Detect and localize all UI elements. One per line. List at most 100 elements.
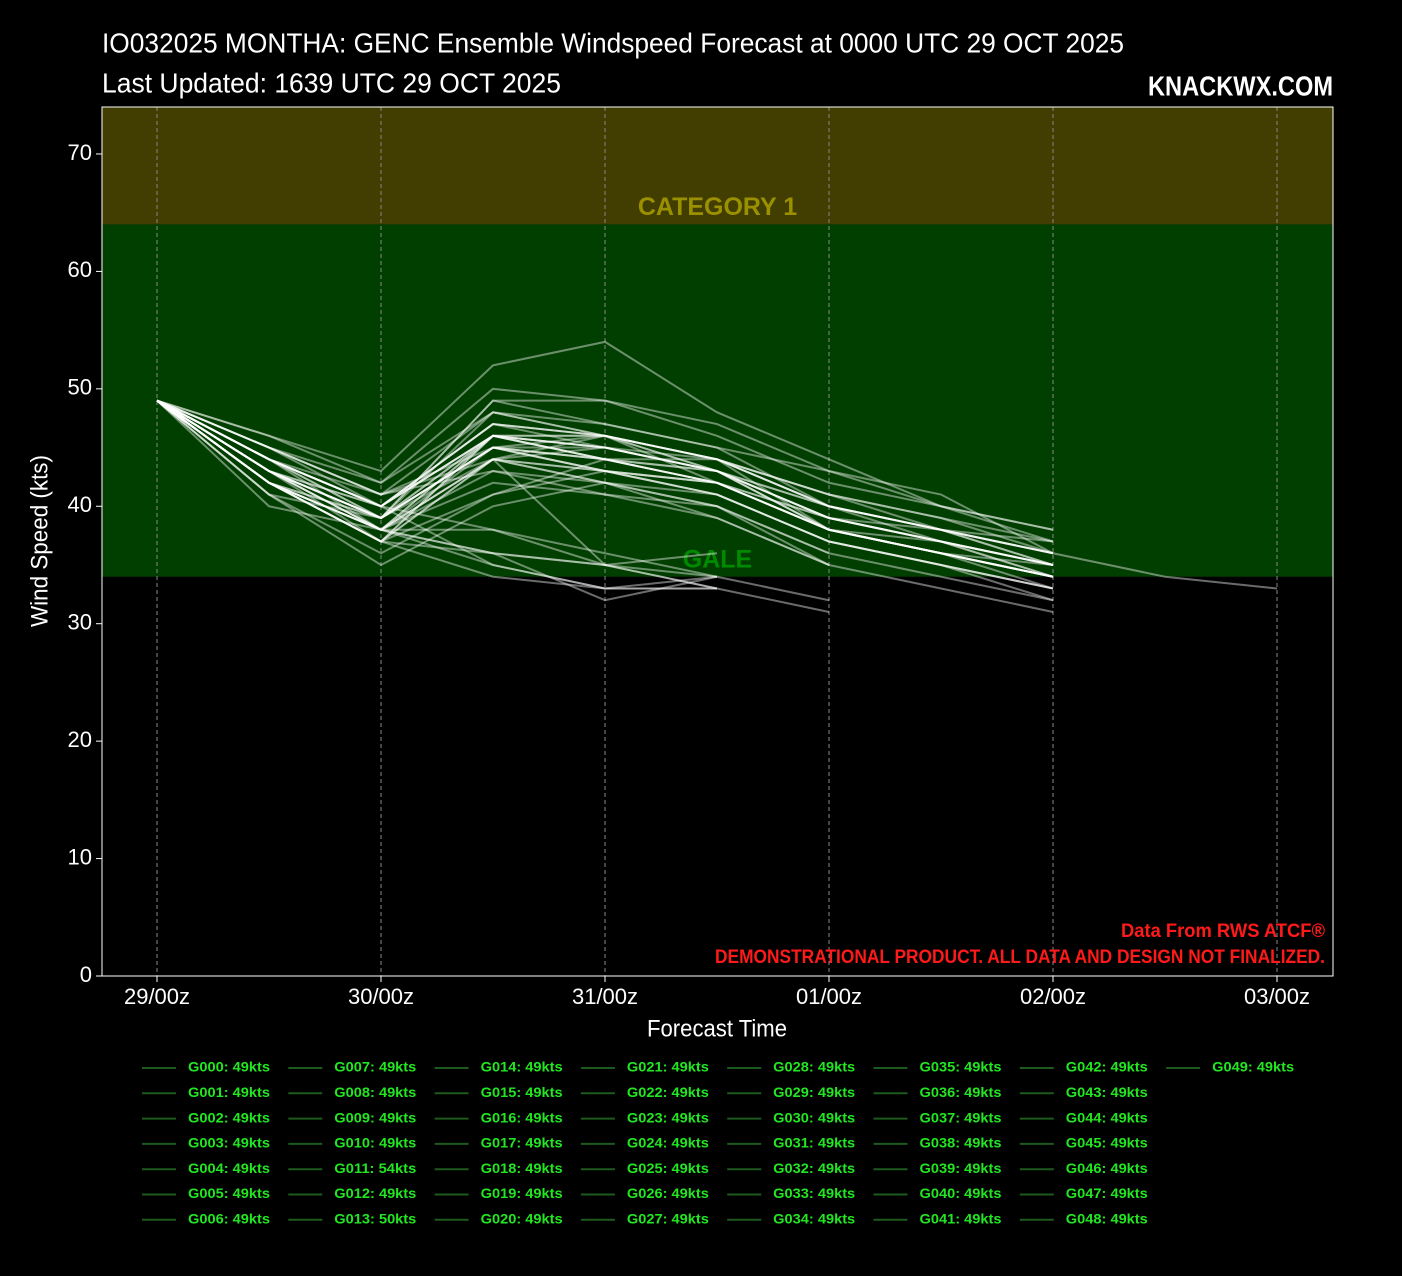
legend-label: G024: 49kts [627, 1135, 709, 1151]
legend-label: G015: 49kts [481, 1084, 563, 1100]
series-line [156, 399, 718, 567]
series-line [156, 399, 1054, 578]
series-line [156, 399, 1054, 543]
legend-label: G039: 49kts [920, 1160, 1002, 1176]
series-line [156, 399, 1054, 555]
x-axis-label: Forecast Time [647, 1015, 787, 1042]
legend-label: G037: 49kts [920, 1109, 1002, 1125]
legend-label: G046: 49kts [1066, 1160, 1148, 1176]
legend-label: G031: 49kts [773, 1135, 855, 1151]
band-label: GALE [683, 545, 752, 573]
legend-label: G008: 49kts [334, 1084, 416, 1100]
chart-subtitle: Last Updated: 1639 UTC 29 OCT 2025 [102, 67, 561, 98]
legend-label: G013: 50kts [334, 1211, 416, 1227]
legend-label: G001: 49kts [188, 1084, 270, 1100]
legend-label: G034: 49kts [773, 1211, 855, 1227]
legend-label: G020: 49kts [481, 1211, 563, 1227]
legend-label: G014: 49kts [481, 1059, 563, 1075]
legend-label: G038: 49kts [920, 1135, 1002, 1151]
series-line [156, 340, 1054, 531]
legend-label: G049: 49kts [1212, 1059, 1294, 1075]
series-line [156, 399, 830, 567]
chart-title: IO032025 MONTHA: GENC Ensemble Windspeed… [102, 27, 1124, 58]
legend-label: G009: 49kts [334, 1109, 416, 1125]
legend-label: G002: 49kts [188, 1109, 270, 1125]
legend-label: G035: 49kts [920, 1059, 1002, 1075]
legend-label: G028: 49kts [773, 1059, 855, 1075]
series-line [156, 399, 1054, 613]
legend-label: G043: 49kts [1066, 1084, 1148, 1100]
legend-label: G041: 49kts [920, 1211, 1002, 1227]
series-line [156, 399, 1054, 555]
y-axis-label: Wind Speed (kts) [26, 455, 53, 627]
series-line [156, 399, 1054, 566]
legend-label: G047: 49kts [1066, 1185, 1148, 1201]
series-line [156, 399, 1054, 578]
legend-label: G030: 49kts [773, 1109, 855, 1125]
legend-label: G025: 49kts [627, 1160, 709, 1176]
series-line [156, 399, 1054, 566]
series-line [156, 399, 1054, 602]
series-line [156, 399, 1054, 590]
legend-label: G042: 49kts [1066, 1059, 1148, 1075]
series-line [156, 399, 1054, 555]
legend-label: G044: 49kts [1066, 1109, 1148, 1125]
series-line [156, 399, 1278, 590]
series-line [156, 399, 1054, 566]
source-note: DEMONSTRATIONAL PRODUCT. ALL DATA AND DE… [715, 947, 1325, 968]
legend-label: G011: 54kts [334, 1160, 416, 1176]
series-line [156, 399, 1054, 566]
series-line [156, 399, 1054, 578]
series-line [156, 399, 1054, 555]
brand: KNACKWX.COM [1148, 70, 1333, 101]
legend-label: G027: 49kts [627, 1211, 709, 1227]
legend-label: G040: 49kts [920, 1185, 1002, 1201]
series-line [156, 399, 718, 590]
band [102, 107, 1333, 225]
legend-label: G018: 49kts [481, 1160, 563, 1176]
series-line [156, 399, 1054, 566]
legend-label: G016: 49kts [481, 1109, 563, 1125]
series-line [156, 399, 1054, 578]
x-tick-label: 03/00z [1244, 984, 1310, 1009]
series-line [156, 399, 830, 613]
legend-label: G006: 49kts [188, 1211, 270, 1227]
series-line [156, 387, 1054, 543]
legend-label: G045: 49kts [1066, 1135, 1148, 1151]
series-line [156, 399, 1054, 590]
series-line [156, 399, 718, 578]
series-line [156, 399, 830, 566]
legend-label: G033: 49kts [773, 1185, 855, 1201]
series-line [156, 399, 1054, 566]
legend-label: G022: 49kts [627, 1084, 709, 1100]
y-tick-label: 20 [68, 727, 92, 752]
y-tick-label: 40 [68, 492, 92, 517]
y-tick-label: 30 [68, 610, 92, 635]
legend-label: G005: 49kts [188, 1185, 270, 1201]
x-tick-label: 29/00z [124, 984, 190, 1009]
y-tick-label: 60 [68, 257, 92, 282]
series-line [156, 399, 1054, 566]
legend-label: G007: 49kts [334, 1059, 416, 1075]
series-line [156, 399, 830, 555]
legend-label: G003: 49kts [188, 1135, 270, 1151]
series-line [156, 399, 717, 590]
series-line [156, 399, 1054, 590]
series-line [156, 399, 718, 602]
legend-label: G017: 49kts [481, 1135, 563, 1151]
series-line [156, 399, 1054, 590]
y-tick-label: 70 [68, 140, 92, 165]
legend-label: G032: 49kts [773, 1160, 855, 1176]
x-tick-label: 01/00z [796, 984, 862, 1009]
legend-label: G048: 49kts [1066, 1211, 1148, 1227]
series-line [156, 399, 1054, 602]
y-tick-label: 10 [68, 844, 92, 869]
series-line [156, 399, 830, 602]
legend-label: G036: 49kts [920, 1084, 1002, 1100]
legend-label: G000: 49kts [188, 1059, 270, 1075]
series-line [156, 399, 1054, 578]
series-line [156, 399, 1054, 566]
series-line [156, 399, 1054, 566]
legend-label: G010: 49kts [334, 1135, 416, 1151]
series-line [156, 399, 1054, 555]
